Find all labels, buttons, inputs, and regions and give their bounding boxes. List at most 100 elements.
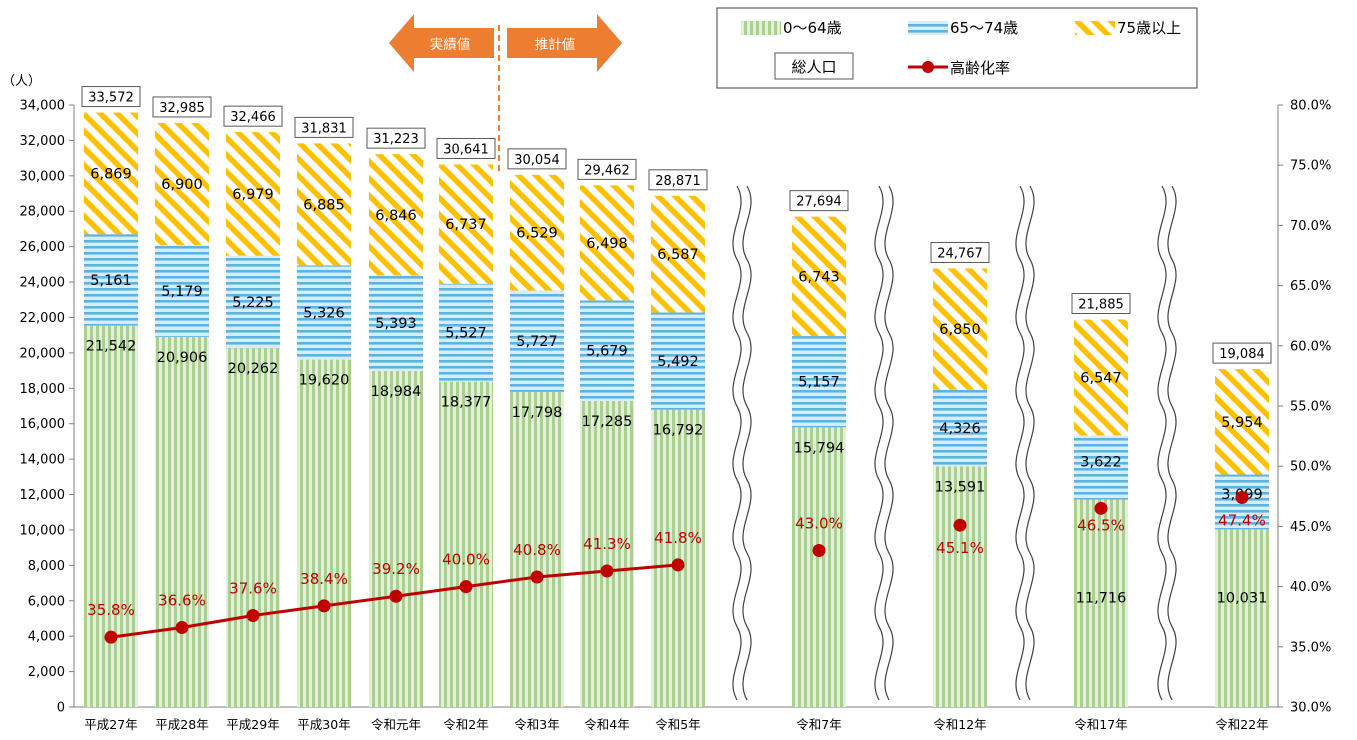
right-tick-label: 40.0% bbox=[1290, 580, 1331, 595]
bar-segment-3 bbox=[1074, 319, 1128, 436]
left-tick-label: 2,000 bbox=[28, 665, 65, 680]
bar-segment-2 bbox=[439, 283, 493, 382]
break-mask bbox=[1015, 183, 1035, 703]
right-tick-label: 80.0% bbox=[1290, 99, 1331, 114]
left-tick-label: 14,000 bbox=[20, 453, 66, 468]
total-box bbox=[366, 127, 426, 149]
bar-segment-3 bbox=[510, 174, 564, 291]
category-label: 令和3年 bbox=[514, 717, 559, 732]
bar-segment-2 bbox=[84, 234, 138, 326]
bar-segment-3 bbox=[933, 268, 987, 390]
category-label: 令和22年 bbox=[1215, 717, 1268, 732]
total-box bbox=[507, 148, 567, 170]
left-tick-label: 30,000 bbox=[20, 169, 66, 184]
bar-segment-1 bbox=[580, 400, 634, 707]
bar-segment-1 bbox=[226, 348, 280, 707]
bar-segment-3 bbox=[651, 195, 705, 313]
actual-arrow bbox=[389, 14, 494, 72]
legend-swatch-green bbox=[741, 21, 781, 35]
segment-label: 17,798 bbox=[512, 405, 563, 421]
category-label: 令和12年 bbox=[933, 717, 986, 732]
break-line bbox=[1015, 185, 1025, 701]
bar-segment-2 bbox=[651, 312, 705, 410]
bar-segment-2 bbox=[369, 275, 423, 371]
total-box bbox=[789, 190, 849, 212]
segment-label: 16,792 bbox=[653, 423, 704, 439]
right-tick-label: 50.0% bbox=[1290, 460, 1331, 475]
total-box bbox=[294, 116, 354, 138]
rate-label: 47.4% bbox=[1218, 512, 1266, 530]
right-tick-label: 35.0% bbox=[1290, 640, 1331, 655]
segment-label: 5,727 bbox=[516, 334, 558, 350]
left-tick-label: 8,000 bbox=[28, 559, 65, 574]
segment-label: 6,587 bbox=[657, 247, 699, 263]
break-line bbox=[1167, 185, 1177, 701]
legend-label-65-74: 65～74歳 bbox=[950, 19, 1018, 37]
right-tick-label: 70.0% bbox=[1290, 219, 1331, 234]
break-mask bbox=[1157, 183, 1177, 703]
estimate-arrow bbox=[507, 14, 622, 72]
rate-point bbox=[953, 518, 967, 532]
category-label: 令和2年 bbox=[443, 717, 488, 732]
segment-label: 6,529 bbox=[516, 226, 558, 242]
category-label: 令和7年 bbox=[796, 717, 841, 732]
rate-label: 40.8% bbox=[513, 541, 561, 559]
left-tick-label: 24,000 bbox=[20, 276, 66, 291]
legend-swatch-blue bbox=[908, 21, 948, 35]
bar-segment-1 bbox=[1074, 499, 1128, 707]
category-label: 平成28年 bbox=[155, 717, 208, 732]
segment-label: 5,527 bbox=[445, 326, 487, 342]
segment-label: 20,262 bbox=[228, 361, 279, 377]
segment-label: 5,179 bbox=[161, 284, 203, 300]
segment-label: 17,285 bbox=[582, 414, 633, 430]
segment-label: 3,622 bbox=[1080, 454, 1122, 470]
left-tick-label: 0 bbox=[57, 701, 65, 716]
bar-segment-2 bbox=[155, 245, 209, 337]
left-tick-label: 20,000 bbox=[20, 346, 66, 361]
total-box bbox=[223, 105, 283, 127]
bar-segment-3 bbox=[792, 216, 846, 337]
rate-point bbox=[1094, 501, 1108, 515]
right-tick-label: 45.0% bbox=[1290, 520, 1331, 535]
break-line bbox=[884, 185, 894, 701]
bar-segment-3 bbox=[369, 154, 423, 276]
left-tick-label: 26,000 bbox=[20, 240, 66, 255]
break-line bbox=[742, 185, 752, 701]
legend-line-marker bbox=[922, 61, 934, 73]
segment-label: 6,900 bbox=[161, 177, 203, 193]
total-label: 33,572 bbox=[88, 91, 134, 106]
category-label: 令和5年 bbox=[655, 717, 700, 732]
bar-segment-1 bbox=[439, 381, 493, 707]
bar-segment-3 bbox=[155, 122, 209, 246]
legend-label-total: 総人口 bbox=[791, 58, 836, 76]
total-label: 19,084 bbox=[1219, 347, 1265, 362]
rate-point bbox=[459, 580, 473, 594]
bar-segment-3 bbox=[84, 112, 138, 235]
segment-label: 18,377 bbox=[441, 395, 492, 411]
rate-point bbox=[389, 589, 403, 603]
break-line bbox=[1157, 185, 1167, 701]
segment-label: 5,492 bbox=[657, 354, 699, 370]
legend-total-box bbox=[774, 52, 854, 80]
segment-label: 5,393 bbox=[375, 316, 417, 332]
left-tick-label: 12,000 bbox=[20, 488, 66, 503]
bar-segment-1 bbox=[792, 427, 846, 707]
legend-label-75plus: 75歳以上 bbox=[1117, 19, 1181, 37]
bar-segment-1 bbox=[1215, 529, 1269, 707]
segment-label: 6,869 bbox=[90, 166, 132, 182]
total-label: 21,885 bbox=[1078, 298, 1124, 313]
total-label: 32,985 bbox=[159, 101, 205, 116]
rate-point bbox=[600, 564, 614, 578]
segment-label: 20,906 bbox=[157, 350, 208, 366]
bar-segment-1 bbox=[84, 325, 138, 707]
break-line bbox=[732, 185, 742, 701]
rate-label: 36.6% bbox=[158, 592, 206, 610]
right-tick-label: 75.0% bbox=[1290, 159, 1331, 174]
total-label: 30,054 bbox=[514, 153, 560, 168]
bar-segment-2 bbox=[792, 336, 846, 428]
bar-segment-1 bbox=[510, 391, 564, 707]
segment-label: 6,498 bbox=[586, 236, 628, 252]
total-box bbox=[930, 241, 990, 263]
segment-label: 6,979 bbox=[232, 187, 274, 203]
segment-label: 13,591 bbox=[935, 479, 986, 495]
